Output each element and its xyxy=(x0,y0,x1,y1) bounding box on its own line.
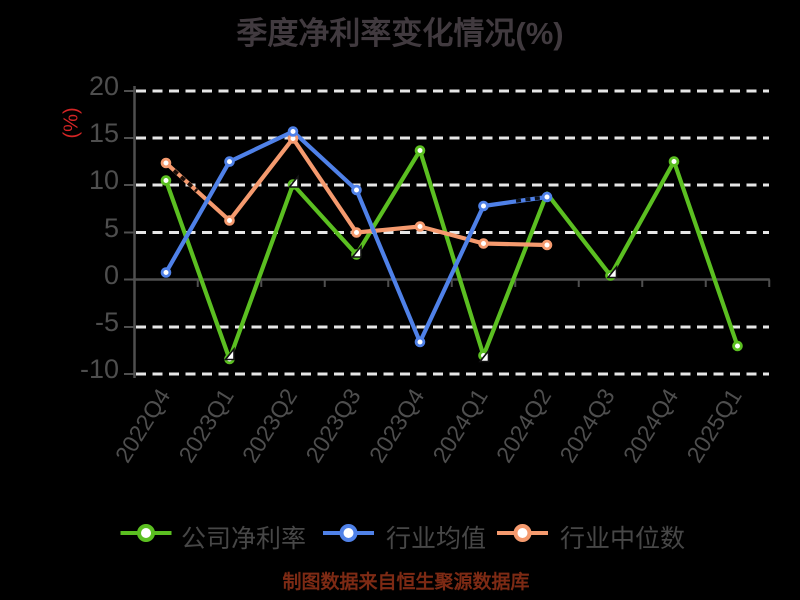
svg-text:2025Q1: 2025Q1 xyxy=(681,384,746,467)
svg-text:2023Q3: 2023Q3 xyxy=(300,384,365,467)
svg-text:2024Q3: 2024Q3 xyxy=(554,384,619,467)
svg-text:2022Q4: 2022Q4 xyxy=(110,384,176,467)
svg-text:2024Q4: 2024Q4 xyxy=(618,384,684,467)
svg-text:2024Q1: 2024Q1 xyxy=(427,384,492,467)
svg-text:2023Q2: 2023Q2 xyxy=(237,384,302,467)
svg-text:2023Q4: 2023Q4 xyxy=(364,384,430,467)
svg-text:2023Q1: 2023Q1 xyxy=(173,384,238,467)
svg-text:2024Q2: 2024Q2 xyxy=(491,384,556,467)
